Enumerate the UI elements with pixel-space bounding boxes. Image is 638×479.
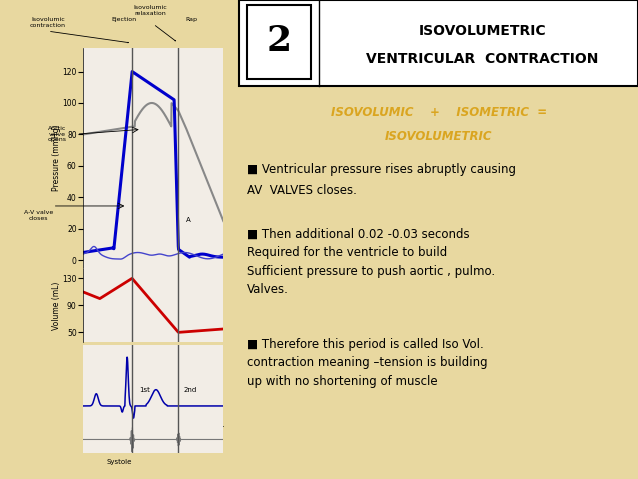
Y-axis label: Pressure (mmHg): Pressure (mmHg) [52,125,61,192]
Bar [247,5,311,79]
Text: A: A [186,217,190,223]
Text: Isovolumic
relaxation: Isovolumic relaxation [134,5,168,16]
Text: 2nd: 2nd [183,388,197,393]
Text: 1st: 1st [139,388,150,393]
Text: ■ Then additional 0.02 -0.03 seconds
Required for the ventricle to build
Suffici: ■ Then additional 0.02 -0.03 seconds Req… [247,228,495,296]
Text: ISOVOLUMIC    +    ISOMETRIC  =: ISOVOLUMIC + ISOMETRIC = [330,106,547,119]
Text: Systole: Systole [107,459,132,465]
Text: 2: 2 [267,24,292,57]
Text: ISOVOLUMETRIC: ISOVOLUMETRIC [385,130,493,143]
Text: AV  VALVES closes.: AV VALVES closes. [247,184,357,197]
Bar [239,0,638,86]
Text: VENTRICULAR  CONTRACTION: VENTRICULAR CONTRACTION [366,52,598,67]
Text: Aortic
valve
opens: Aortic valve opens [48,126,67,142]
Text: Isovolumic
contraction: Isovolumic contraction [30,17,66,28]
Text: Ejection: Ejection [112,17,137,22]
Text: ■ Therefore this period is called Iso Vol.
contraction meaning –tension is build: ■ Therefore this period is called Iso Vo… [247,338,488,388]
Text: A-V valve
closes: A-V valve closes [24,210,53,221]
Y-axis label: Volume (mL): Volume (mL) [52,281,61,330]
Text: ■ Ventricular pressure rises abruptly causing: ■ Ventricular pressure rises abruptly ca… [247,163,516,176]
Text: ISOVOLUMETRIC: ISOVOLUMETRIC [419,23,546,38]
Text: Rap: Rap [186,17,197,22]
